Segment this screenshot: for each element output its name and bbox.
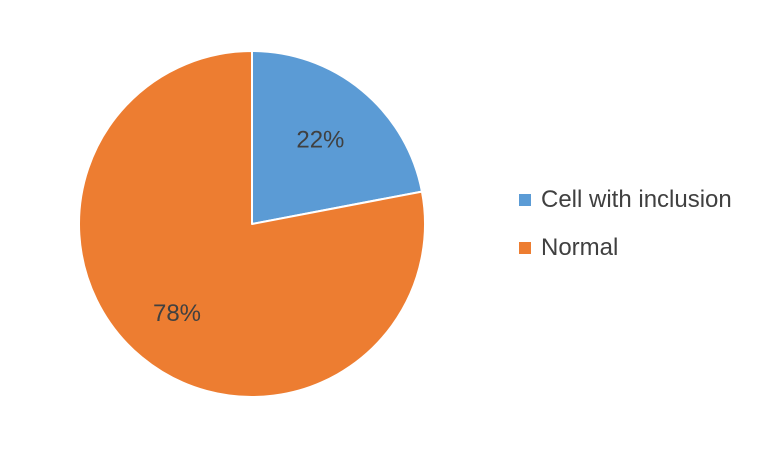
pie-slice-cell-with-inclusion xyxy=(251,50,423,225)
legend-item-cell-with-inclusion: Cell with inclusion xyxy=(519,184,732,216)
pie-chart: 22% 78% xyxy=(78,50,426,398)
data-label-normal: 78% xyxy=(153,300,201,327)
legend-swatch xyxy=(519,194,531,206)
pie-slice-normal xyxy=(78,50,426,398)
legend-label: Cell with inclusion xyxy=(541,186,732,213)
legend-item-normal: Normal xyxy=(519,232,732,264)
legend: Cell with inclusion Normal xyxy=(519,184,732,280)
legend-label: Normal xyxy=(541,234,619,261)
data-label-cell-with-inclusion: 22% xyxy=(296,127,344,154)
legend-swatch xyxy=(519,242,531,254)
